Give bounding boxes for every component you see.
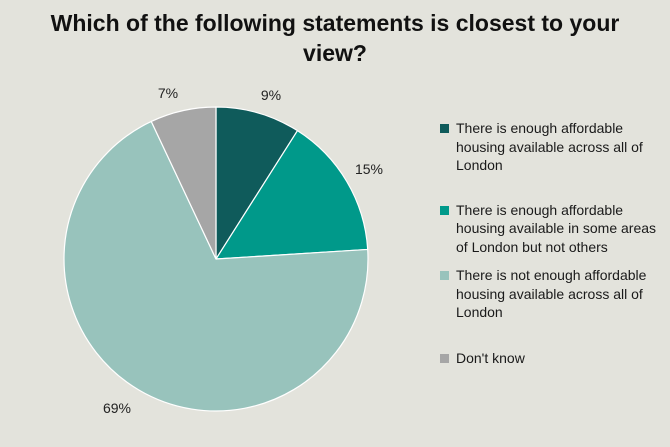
legend-swatch	[440, 205, 449, 215]
pie-slice	[63, 120, 369, 412]
legend-item: There is not enough affordable housing a…	[440, 266, 665, 322]
data-label: 15%	[355, 161, 383, 177]
data-label: 9%	[261, 87, 281, 103]
pie-slice	[150, 106, 217, 260]
chart-title: Which of the following statements is clo…	[50, 10, 620, 66]
legend-label: Don't know	[456, 349, 525, 366]
pie-slice	[215, 106, 299, 260]
pie-slices	[63, 106, 369, 412]
pie-slice	[215, 130, 369, 260]
legend-label: There is not enough affordable housing a…	[456, 267, 647, 320]
legend-swatch	[440, 271, 449, 280]
legend-label: There is enough affordable housing avail…	[456, 201, 657, 255]
legend-item: There is enough affordable housing avail…	[440, 201, 665, 257]
legend-item: Don't know	[440, 349, 665, 368]
pie-data-labels: 9% 15% 69% 7%	[103, 85, 383, 416]
legend-label: There is enough affordable housing avail…	[456, 120, 643, 173]
legend-swatch	[440, 124, 449, 133]
data-label: 69%	[103, 400, 131, 416]
data-label: 7%	[158, 85, 178, 101]
legend: There is enough affordable housing avail…	[440, 119, 665, 367]
legend-item: There is enough affordable housing avail…	[440, 119, 665, 175]
legend-swatch	[440, 353, 449, 363]
